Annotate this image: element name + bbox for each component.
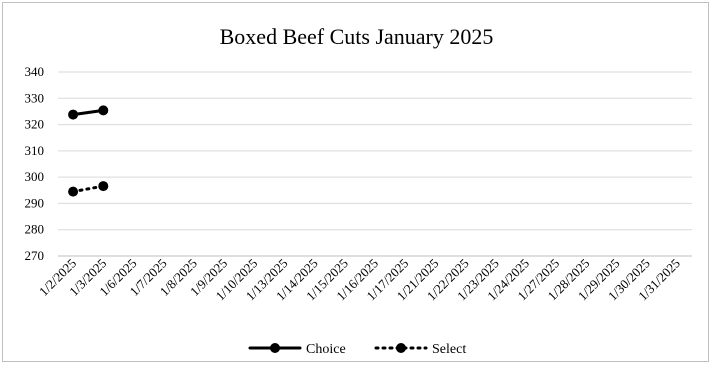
y-tick-label: 310 [25, 143, 45, 158]
y-tick-label: 330 [25, 90, 45, 105]
legend-marker-choice [270, 343, 280, 353]
y-axis: 270 280 290 300 310 320 330 340 [25, 64, 45, 263]
gridlines [58, 71, 692, 257]
series-line-choice [71, 108, 105, 117]
x-axis: 1/2/20251/3/20251/6/20251/7/20251/8/2025… [36, 256, 683, 304]
legend-marker-select [396, 343, 406, 353]
series-line-select [71, 184, 105, 194]
chart-title: Boxed Beef Cuts January 2025 [219, 24, 494, 49]
legend-label-choice: Choice [306, 342, 346, 357]
y-tick-label: 290 [25, 195, 45, 210]
chart-frame [2, 2, 709, 362]
series-layer [68, 105, 109, 197]
y-tick-label: 340 [25, 64, 45, 79]
data-point-choice [98, 105, 109, 116]
legend: Choice Select [248, 342, 466, 357]
legend-label-select: Select [432, 342, 466, 357]
data-point-select [98, 181, 109, 192]
data-point-choice [68, 109, 79, 120]
y-tick-label: 270 [25, 248, 45, 263]
y-tick-label: 280 [25, 222, 45, 237]
y-tick-label: 320 [25, 117, 45, 132]
data-point-select [68, 186, 79, 197]
y-tick-label: 300 [25, 169, 45, 184]
